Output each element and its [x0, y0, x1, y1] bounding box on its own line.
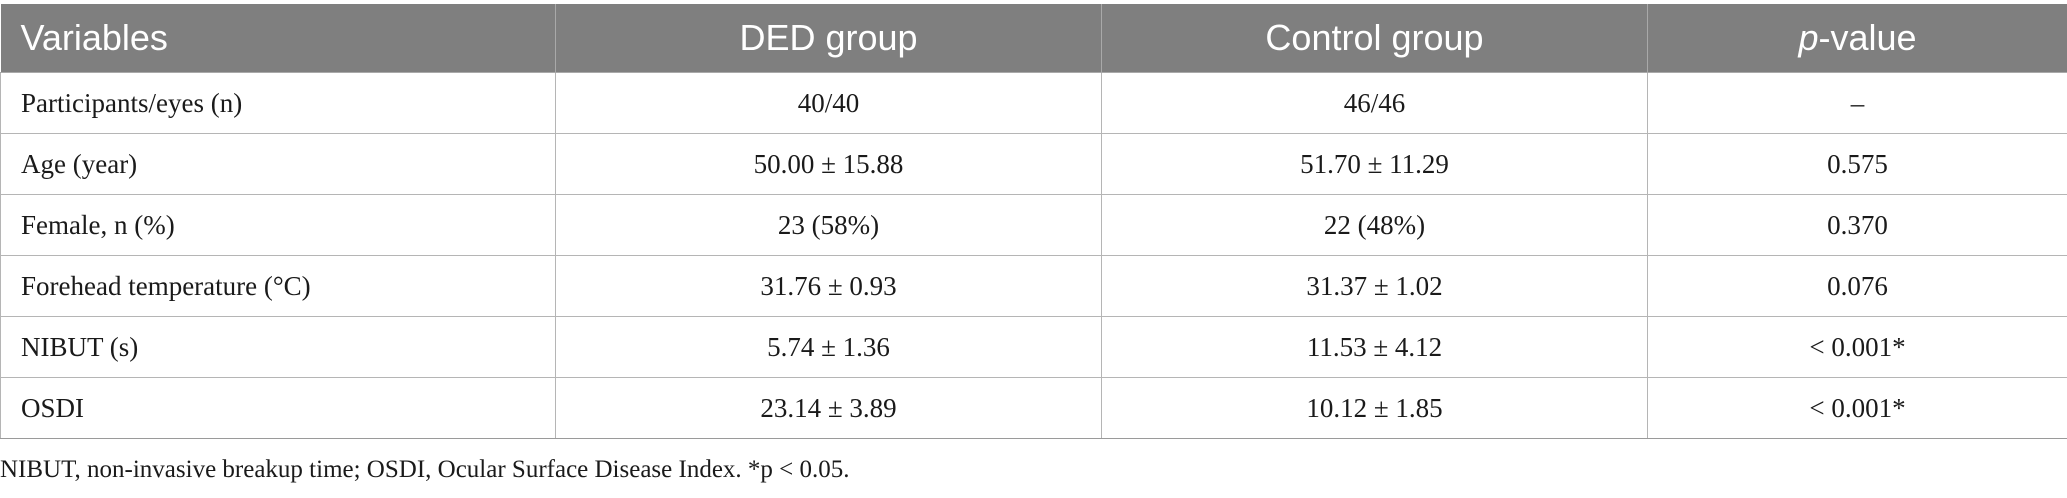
cell-variable: Participants/eyes (n) — [0, 72, 556, 134]
cell-p-value: – — [1647, 72, 2067, 134]
table-row: Forehead temperature (°C) 31.76 ± 0.93 3… — [0, 255, 2067, 317]
cell-control: 10.12 ± 1.85 — [1101, 377, 1648, 439]
header-control-group: Control group — [1101, 4, 1648, 73]
cell-ded: 40/40 — [555, 72, 1102, 134]
cell-control: 51.70 ± 11.29 — [1101, 133, 1648, 195]
cell-variable: OSDI — [0, 377, 556, 439]
cell-variable: Age (year) — [0, 133, 556, 195]
table-row: Female, n (%) 23 (58%) 22 (48%) 0.370 — [0, 194, 2067, 256]
cell-control: 46/46 — [1101, 72, 1648, 134]
table-row: Participants/eyes (n) 40/40 46/46 – — [0, 72, 2067, 134]
table-row: OSDI 23.14 ± 3.89 10.12 ± 1.85 < 0.001* — [0, 377, 2067, 439]
cell-p-value: 0.370 — [1647, 194, 2067, 256]
results-table: Variables DED group Control group p-valu… — [0, 4, 2067, 439]
cell-variable: NIBUT (s) — [0, 316, 556, 378]
cell-control: 22 (48%) — [1101, 194, 1648, 256]
cell-variable: Forehead temperature (°C) — [0, 255, 556, 317]
cell-p-value: < 0.001* — [1647, 377, 2067, 439]
cell-control: 31.37 ± 1.02 — [1101, 255, 1648, 317]
cell-control: 11.53 ± 4.12 — [1101, 316, 1648, 378]
header-p-suffix: -value — [1818, 17, 1917, 58]
cell-p-value: < 0.001* — [1647, 316, 2067, 378]
cell-ded: 5.74 ± 1.36 — [555, 316, 1102, 378]
table-footnote: NIBUT, non-invasive breakup time; OSDI, … — [0, 456, 850, 483]
header-p-value: p-value — [1647, 4, 2067, 73]
header-row: Variables DED group Control group p-valu… — [0, 4, 2067, 73]
cell-ded: 31.76 ± 0.93 — [555, 255, 1102, 317]
table-row: Age (year) 50.00 ± 15.88 51.70 ± 11.29 0… — [0, 133, 2067, 195]
header-p-italic: p — [1798, 17, 1819, 58]
table-body: Participants/eyes (n) 40/40 46/46 – Age … — [0, 72, 2067, 439]
header-variables: Variables — [0, 4, 556, 73]
header-ded-group: DED group — [555, 4, 1102, 73]
results-table-container: Variables DED group Control group p-valu… — [0, 4, 2067, 439]
cell-ded: 23.14 ± 3.89 — [555, 377, 1102, 439]
cell-p-value: 0.076 — [1647, 255, 2067, 317]
table-header: Variables DED group Control group p-valu… — [0, 4, 2067, 73]
cell-ded: 23 (58%) — [555, 194, 1102, 256]
cell-variable: Female, n (%) — [0, 194, 556, 256]
cell-p-value: 0.575 — [1647, 133, 2067, 195]
table-row: NIBUT (s) 5.74 ± 1.36 11.53 ± 4.12 < 0.0… — [0, 316, 2067, 378]
cell-ded: 50.00 ± 15.88 — [555, 133, 1102, 195]
